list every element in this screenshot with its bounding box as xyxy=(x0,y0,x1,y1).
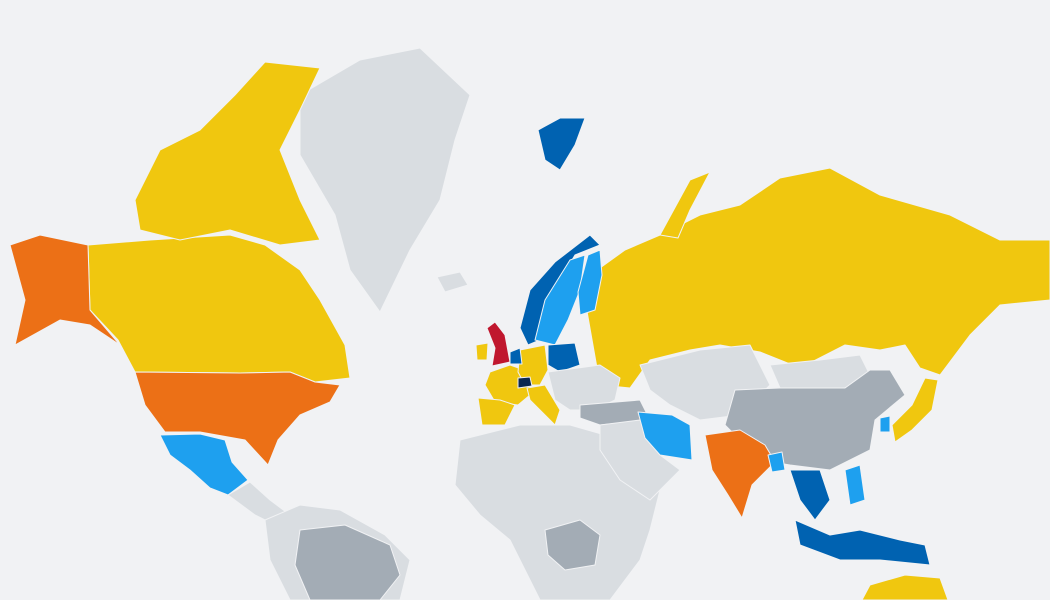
region-bangladesh[interactable] xyxy=(767,451,786,473)
region-philippines[interactable] xyxy=(844,464,866,506)
region-japan[interactable] xyxy=(891,377,939,443)
region-greenland[interactable] xyxy=(299,47,471,313)
region-sweden[interactable] xyxy=(534,254,586,346)
region-russia-arctic-islands[interactable] xyxy=(659,171,711,239)
region-indonesia[interactable] xyxy=(794,519,931,566)
region-iran[interactable] xyxy=(637,411,693,461)
region-finland[interactable] xyxy=(577,249,603,316)
region-africa[interactable] xyxy=(454,424,661,600)
region-iceland[interactable] xyxy=(436,271,469,293)
region-netherlands[interactable] xyxy=(509,347,523,365)
region-poland[interactable] xyxy=(547,342,581,373)
region-south-korea[interactable] xyxy=(879,415,891,433)
region-france[interactable] xyxy=(484,364,531,406)
region-alaska[interactable] xyxy=(9,234,121,346)
region-mexico[interactable] xyxy=(159,433,249,496)
region-dr-congo[interactable] xyxy=(544,519,601,571)
region-canada-arctic-islands[interactable] xyxy=(134,61,321,246)
region-russia[interactable] xyxy=(584,167,1050,389)
region-canada[interactable] xyxy=(87,234,351,383)
region-spain-portugal[interactable] xyxy=(477,397,516,426)
region-united-states[interactable] xyxy=(134,371,341,466)
region-switzerland[interactable] xyxy=(517,376,533,389)
region-norway[interactable] xyxy=(519,234,601,346)
region-svalbard[interactable] xyxy=(537,117,586,171)
region-brazil[interactable] xyxy=(294,524,401,600)
region-southeast-asia[interactable] xyxy=(789,469,831,521)
region-india[interactable] xyxy=(704,429,776,519)
region-germany[interactable] xyxy=(517,344,549,386)
region-australia[interactable] xyxy=(861,574,949,600)
region-ireland[interactable] xyxy=(475,342,489,361)
